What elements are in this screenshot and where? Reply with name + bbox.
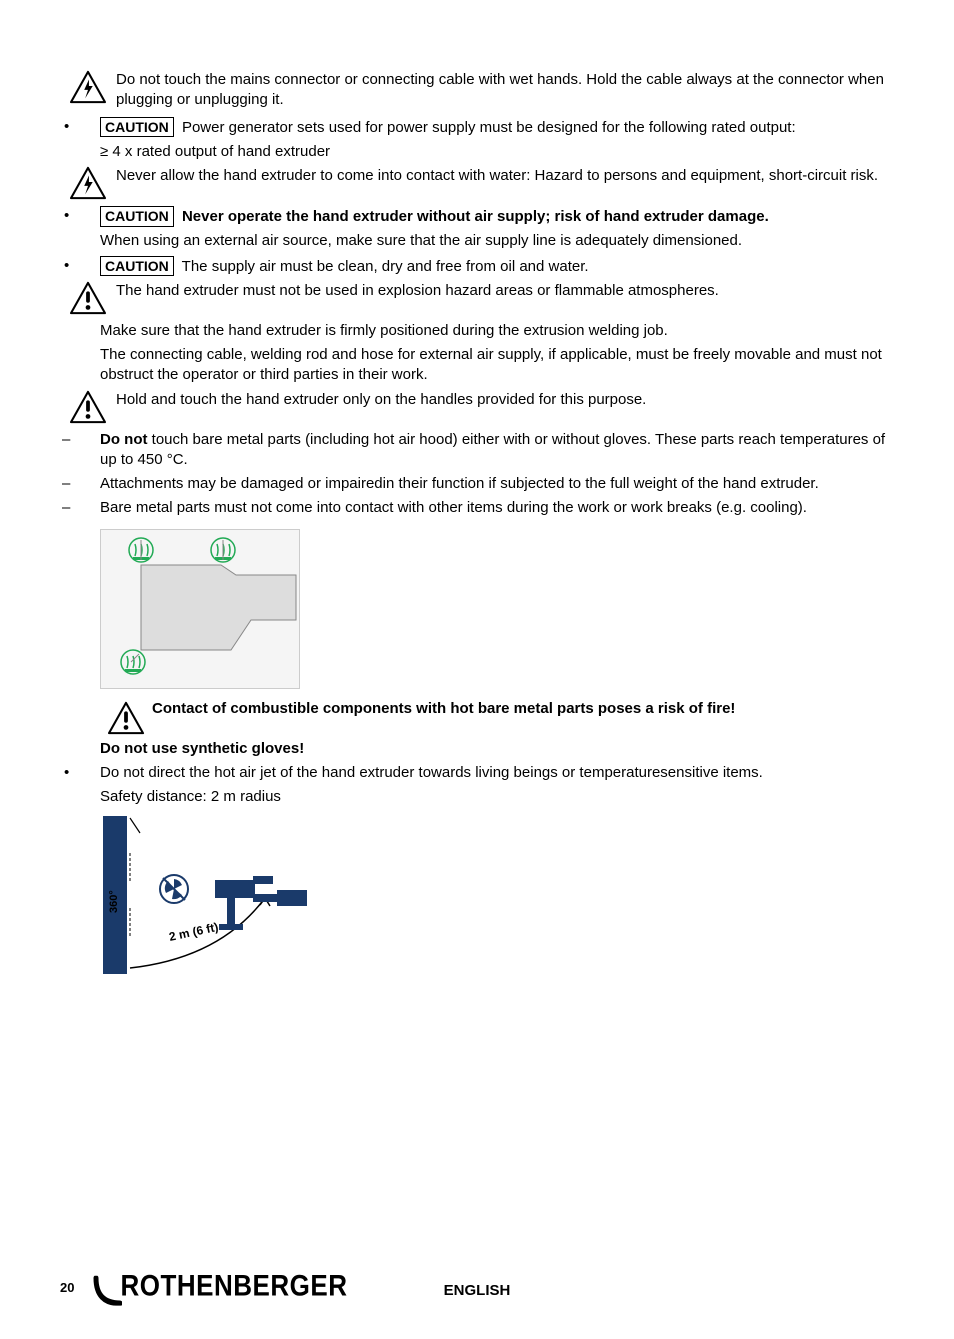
- content-row: The connecting cable, welding rod and ho…: [60, 345, 894, 386]
- content-row: Hold and touch the hand extruder only on…: [60, 390, 894, 424]
- caution-label: CAUTION: [100, 117, 174, 138]
- text-content: Attachments may be damaged or impairedin…: [100, 474, 894, 494]
- text-content: The hand extruder must not be used in ex…: [112, 281, 894, 301]
- caution-text: CAUTION Power generator sets used for po…: [100, 117, 894, 138]
- content-row: •CAUTION The supply air must be clean, d…: [60, 256, 894, 277]
- content-row: –Attachments may be damaged or impairedi…: [60, 474, 894, 494]
- page-number: 20: [60, 1279, 74, 1303]
- content-row: ≥ 4 x rated output of hand extruder: [60, 142, 894, 162]
- angle-label: 360°: [108, 890, 120, 913]
- caution-text: CAUTION Never operate the hand extruder …: [100, 206, 894, 227]
- content-row: –Do not touch bare metal parts (includin…: [60, 430, 894, 471]
- content-row: Make sure that the hand extruder is firm…: [60, 321, 894, 341]
- page-footer: 20 ROTHENBERGER ENGLISH: [60, 1268, 894, 1303]
- caution-label: CAUTION: [100, 206, 174, 227]
- warning-icon: [60, 281, 112, 315]
- fire-warning-row: Contact of combustible components with h…: [60, 699, 894, 735]
- text-content: Do not touch bare metal parts (including…: [100, 430, 894, 471]
- caution-text: CAUTION The supply air must be clean, dr…: [100, 256, 894, 277]
- text-content: When using an external air source, make …: [100, 231, 894, 251]
- safety-distance-diagram: 360° 2 m (6 ft): [100, 813, 315, 978]
- text-content: Do not touch the mains connector or conn…: [112, 70, 894, 111]
- hot-air-text: Do not direct the hot air jet of the han…: [100, 764, 763, 781]
- text-content: Make sure that the hand extruder is firm…: [100, 321, 894, 341]
- warning-icon: [100, 699, 152, 735]
- hot-air-bullet: • Do not direct the hot air jet of the h…: [60, 763, 894, 783]
- fire-warning-text: Contact of combustible components with h…: [152, 699, 894, 719]
- content-row: •CAUTION Never operate the hand extruder…: [60, 206, 894, 227]
- synthetic-gloves-warning: Do not use synthetic gloves!: [100, 739, 894, 759]
- content-row: When using an external air source, make …: [60, 231, 894, 251]
- shock-icon: [60, 70, 112, 104]
- safety-distance-text: Safety distance: 2 m radius: [100, 787, 894, 807]
- hot-parts-diagram: [100, 529, 300, 689]
- distance-label: 2 m (6 ft): [168, 920, 220, 944]
- warning-icon: [60, 390, 112, 424]
- language-label: ENGLISH: [444, 1281, 511, 1301]
- caution-label: CAUTION: [100, 256, 174, 277]
- content-row: •CAUTION Power generator sets used for p…: [60, 117, 894, 138]
- shock-icon: [60, 166, 112, 200]
- content-row: –Bare metal parts must not come into con…: [60, 498, 894, 518]
- content-row: Never allow the hand extruder to come in…: [60, 166, 894, 200]
- content-row: Do not touch the mains connector or conn…: [60, 70, 894, 111]
- text-content: Hold and touch the hand extruder only on…: [112, 390, 894, 410]
- text-content: ≥ 4 x rated output of hand extruder: [100, 142, 894, 162]
- content-row: The hand extruder must not be used in ex…: [60, 281, 894, 315]
- text-content: Never allow the hand extruder to come in…: [112, 166, 894, 186]
- brand-logo: ROTHENBERGER: [92, 1265, 347, 1305]
- text-content: Bare metal parts must not come into cont…: [100, 498, 894, 518]
- text-content: The connecting cable, welding rod and ho…: [100, 345, 894, 386]
